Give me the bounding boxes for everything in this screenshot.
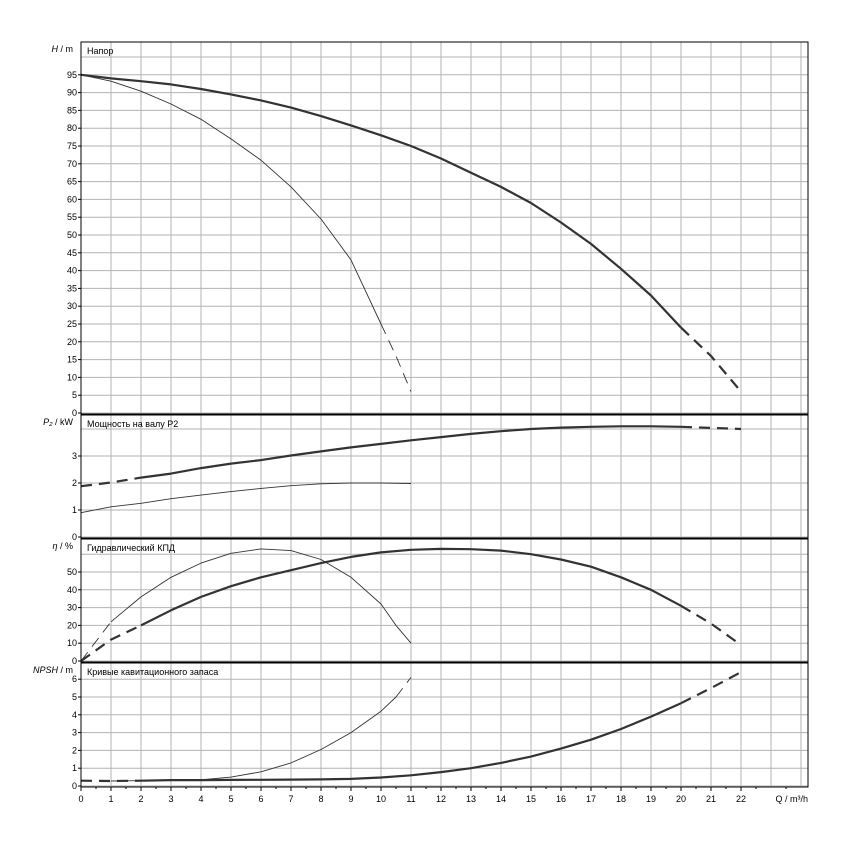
curve-thin: [80, 621, 112, 662]
x-tick-label: 12: [436, 794, 446, 804]
y-tick-label: 4: [72, 710, 77, 720]
curve-thick: [80, 624, 142, 662]
x-tick-label: 22: [736, 794, 746, 804]
x-tick-label: 8: [318, 794, 323, 804]
x-tick-label: 19: [646, 794, 656, 804]
curve-thick: [680, 604, 742, 646]
y-tick-label: 90: [67, 88, 77, 98]
y-tick-label: 20: [67, 337, 77, 347]
x-tick-label: 15: [526, 794, 536, 804]
y-tick-label: 50: [67, 567, 77, 577]
x-tick-label: 3: [168, 794, 173, 804]
y-axis-label: NPSH / m: [33, 665, 73, 675]
y-tick-label: 1: [72, 763, 77, 773]
y-tick-label: 0: [72, 532, 77, 542]
x-tick-label: 13: [466, 794, 476, 804]
x-tick-label: 21: [706, 794, 716, 804]
x-tick-label: 0: [78, 794, 83, 804]
x-tick-label: 4: [198, 794, 203, 804]
y-tick-label: 70: [67, 159, 77, 169]
x-tick-label: 2: [138, 794, 143, 804]
y-tick-label: 0: [72, 408, 77, 418]
panel-frame: [80, 662, 809, 788]
y-tick-label: 5: [72, 390, 77, 400]
x-tick-label: 7: [288, 794, 293, 804]
y-tick-label: 6: [72, 674, 77, 684]
y-tick-label: 0: [72, 656, 77, 666]
y-tick-label: 60: [67, 194, 77, 204]
x-tick-label: 10: [376, 794, 386, 804]
panel-title: Кривые кавитационного запаса: [87, 667, 218, 677]
curve-thin: [80, 482, 412, 514]
y-tick-label: 15: [67, 355, 77, 365]
curve-thick: [140, 547, 682, 627]
y-axis-label: H / m: [52, 44, 74, 54]
y-tick-label: 45: [67, 248, 77, 258]
x-tick-label: 17: [586, 794, 596, 804]
y-axis-unit: / kW: [55, 417, 74, 427]
y-axis-label: η / %: [52, 541, 73, 551]
curve-thin: [380, 323, 412, 392]
curve-thick: [680, 671, 742, 705]
x-tick-label: 18: [616, 794, 626, 804]
y-tick-label: 35: [67, 283, 77, 293]
y-tick-label: 5: [72, 692, 77, 702]
y-axis-label: P₂ / kW: [43, 417, 73, 427]
panel-title: Гидравлический КПД: [87, 543, 175, 553]
y-tick-label: 2: [72, 478, 77, 488]
panel-frame: [80, 538, 809, 663]
y-tick-label: 25: [67, 319, 77, 329]
x-tick-label: 9: [348, 794, 353, 804]
y-axis-unit: / m: [61, 44, 74, 54]
x-tick-label: 20: [676, 794, 686, 804]
curve-thin: [80, 74, 382, 325]
x-tick-label: 6: [258, 794, 263, 804]
y-tick-label: 30: [67, 603, 77, 613]
y-axis-symbol: NPSH: [33, 665, 61, 675]
panel-frame: [80, 41, 809, 415]
x-tick-label: 16: [556, 794, 566, 804]
curve-thick: [80, 73, 682, 329]
y-tick-label: 40: [67, 585, 77, 595]
x-tick-label: 11: [406, 794, 415, 804]
y-tick-label: 85: [67, 105, 77, 115]
y-tick-label: 20: [67, 620, 77, 630]
y-axis-symbol: η: [52, 541, 60, 551]
y-tick-label: 50: [67, 230, 77, 240]
y-tick-label: 75: [67, 141, 77, 151]
y-tick-label: 10: [67, 372, 77, 382]
curve-thin: [110, 548, 412, 644]
y-tick-label: 30: [67, 301, 77, 311]
y-axis-unit: / m: [61, 665, 74, 675]
y-tick-label: 95: [67, 70, 77, 80]
y-tick-label: 3: [72, 451, 77, 461]
curve-thick: [140, 425, 682, 479]
x-tick-label: 1: [108, 794, 113, 804]
curve-thin: [110, 696, 397, 782]
y-tick-label: 65: [67, 177, 77, 187]
curve-thick: [140, 702, 682, 782]
y-tick-label: 10: [67, 638, 77, 648]
curve-thick: [80, 476, 142, 488]
curve-thick: [680, 326, 742, 393]
y-tick-label: 55: [67, 212, 77, 222]
y-tick-label: 3: [72, 728, 77, 738]
panel-frame: [80, 414, 809, 539]
x-tick-label: 5: [228, 794, 233, 804]
y-tick-label: 2: [72, 745, 77, 755]
y-axis-symbol: H: [52, 44, 61, 54]
y-tick-label: 0: [72, 781, 77, 791]
curve-thin: [395, 677, 412, 698]
panel-title: Напор: [87, 46, 113, 56]
y-axis-symbol: P₂: [43, 417, 55, 427]
y-tick-label: 1: [72, 505, 77, 515]
y-tick-label: 40: [67, 266, 77, 276]
curve-thick: [680, 425, 742, 431]
y-tick-label: 80: [67, 123, 77, 133]
x-axis-label: Q / m³/h: [775, 794, 808, 804]
y-axis-unit: / %: [60, 541, 73, 551]
panel-title: Мощность на валу P2: [87, 419, 178, 429]
x-tick-label: 14: [496, 794, 506, 804]
